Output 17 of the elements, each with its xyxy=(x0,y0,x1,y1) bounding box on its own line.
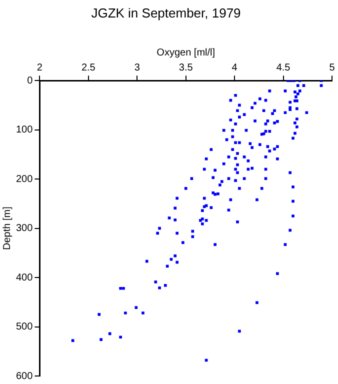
x-tick-label: 3 xyxy=(134,62,140,74)
x-tick-label: 2 xyxy=(36,62,43,74)
x-tick-label: 5 xyxy=(329,62,336,74)
x-axis-title: Oxygen [ml/l] xyxy=(156,47,216,58)
y-tick-label: 600 xyxy=(16,370,34,382)
y-tick-label: 300 xyxy=(16,223,34,234)
y-tick-label: 100 xyxy=(16,124,34,136)
y-tick-label: 200 xyxy=(16,174,34,185)
y-axis-title: Depth [m] xyxy=(2,206,13,250)
chart-title: JGZK in September, 1979 xyxy=(91,5,241,20)
y-tick-label: 400 xyxy=(16,272,34,284)
x-tick-label: 2.5 xyxy=(81,62,96,74)
y-tick-label: 0 xyxy=(27,75,34,86)
x-tick-label: 4.5 xyxy=(276,62,291,74)
x-tick-label: 4 xyxy=(232,62,238,74)
x-tick-label: 3.5 xyxy=(178,62,194,74)
y-tick-label: 500 xyxy=(16,322,34,333)
